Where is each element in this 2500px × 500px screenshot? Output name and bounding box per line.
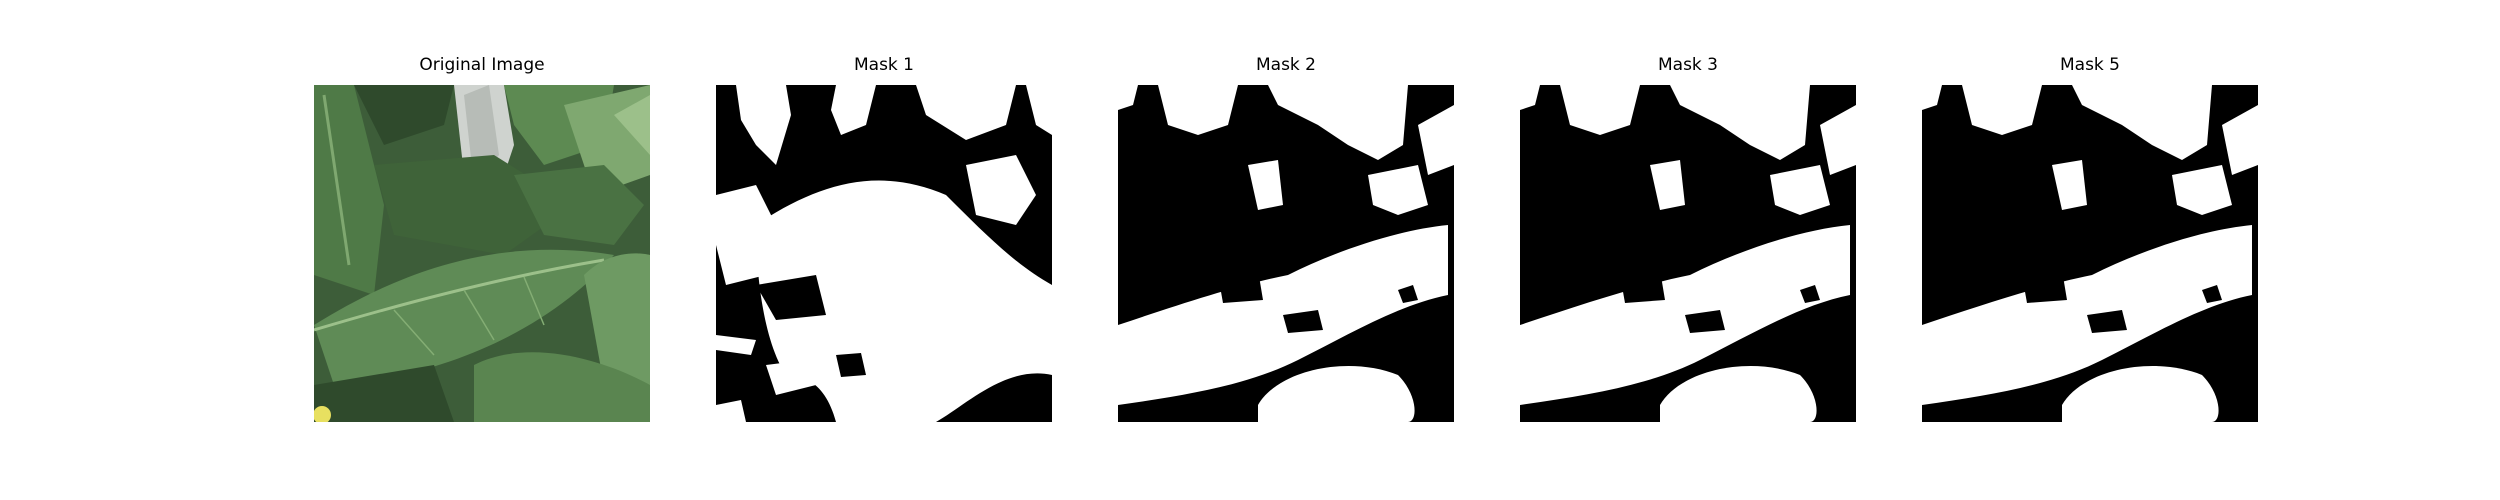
mask-5-image xyxy=(1922,85,2258,422)
panel-mask-3: Mask 3 xyxy=(1520,55,1856,422)
mask-3-image xyxy=(1520,85,1856,422)
panel-title: Mask 3 xyxy=(1657,55,1718,75)
panel-original-image: Original Image xyxy=(314,55,650,422)
panel-title: Mask 2 xyxy=(1255,55,1316,75)
panel-mask-1: Mask 1 xyxy=(716,55,1052,422)
panel-title: Mask 5 xyxy=(2059,55,2120,75)
mask-2-image xyxy=(1118,85,1454,422)
panel-mask-2: Mask 2 xyxy=(1118,55,1454,422)
mask-1-image xyxy=(716,85,1052,422)
panel-mask-5: Mask 5 xyxy=(1922,55,2258,422)
panel-title: Original Image xyxy=(419,55,545,75)
original-image xyxy=(314,85,650,422)
panel-title: Mask 1 xyxy=(853,55,914,75)
